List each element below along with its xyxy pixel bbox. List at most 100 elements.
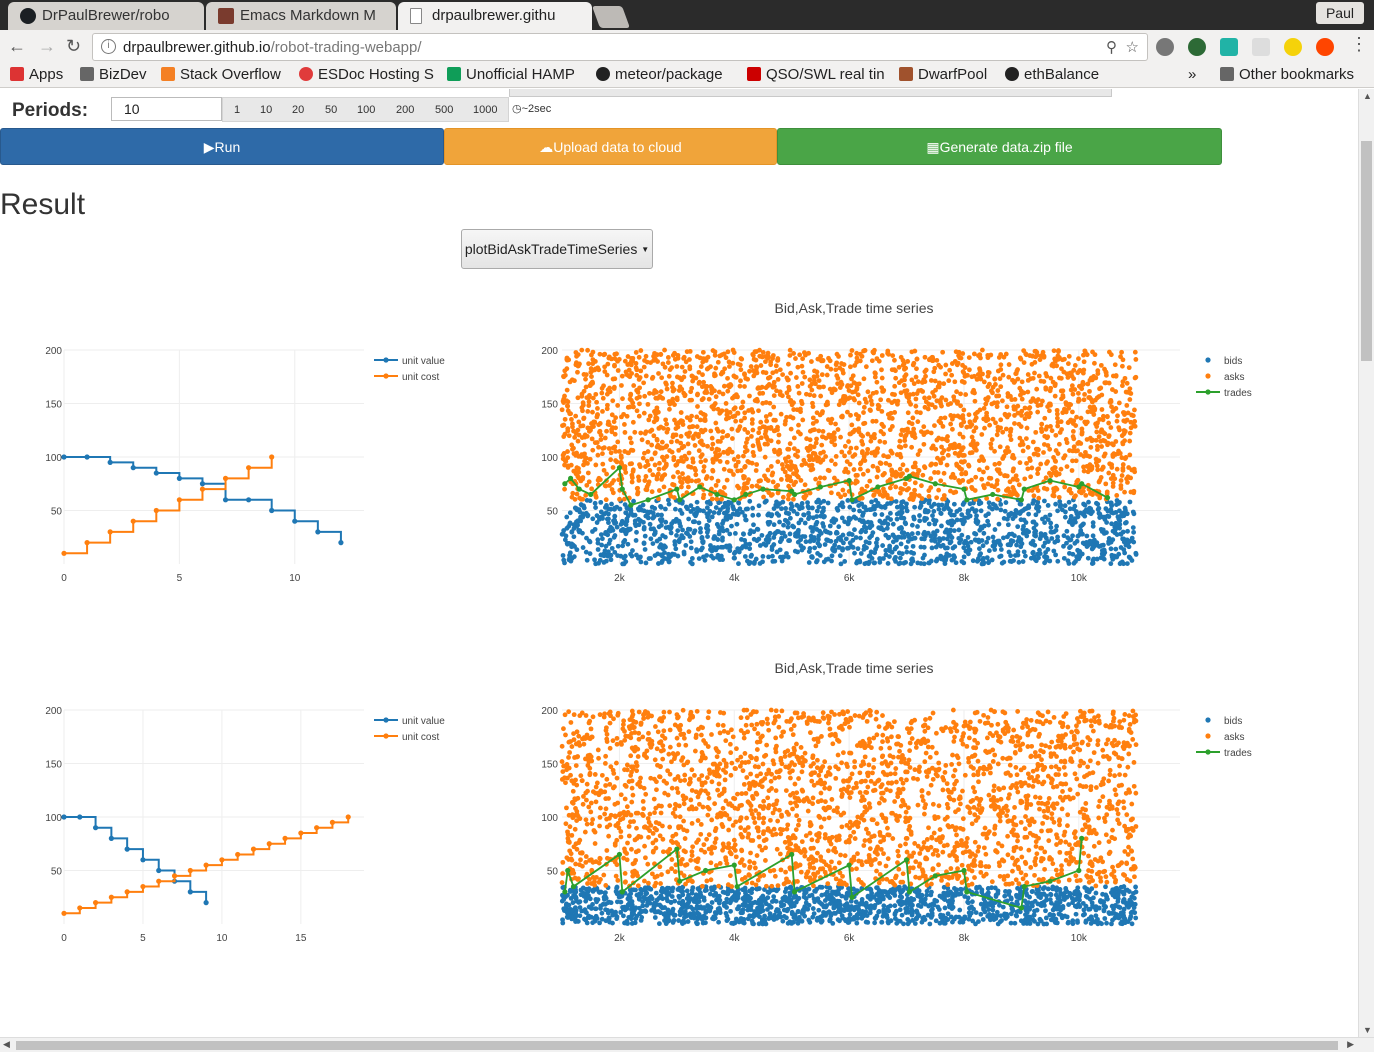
data-point bbox=[269, 507, 275, 514]
data-point bbox=[601, 352, 607, 358]
new-tab-button[interactable] bbox=[591, 6, 631, 28]
data-point bbox=[1120, 441, 1126, 447]
bookmark-stack-overflow[interactable]: Stack Overflow bbox=[161, 66, 289, 83]
reload-icon[interactable]: ↻ bbox=[66, 36, 82, 56]
plot-type-dropdown[interactable]: plotBidAskTradeTimeSeries ▼ bbox=[461, 229, 653, 269]
data-point bbox=[779, 506, 784, 512]
extension-c-icon[interactable] bbox=[1220, 38, 1238, 56]
data-point bbox=[187, 889, 193, 895]
bookmark-star-icon[interactable]: ☆ bbox=[1125, 39, 1139, 56]
data-point bbox=[1007, 558, 1013, 564]
forward-icon[interactable]: → bbox=[38, 36, 56, 56]
tab-github[interactable]: DrPaulBrewer/robo bbox=[8, 2, 204, 30]
data-point bbox=[746, 477, 751, 483]
x-tick-label: 5 bbox=[177, 573, 183, 584]
other-bookmarks[interactable]: Other bookmarks bbox=[1220, 66, 1354, 83]
menu-icon[interactable]: ⋮ bbox=[1350, 34, 1368, 54]
extension-on-icon[interactable] bbox=[1156, 38, 1174, 56]
data-point bbox=[914, 356, 920, 362]
address-bar[interactable]: i drpaulbrewer.github.io/robot-trading-w… bbox=[92, 33, 1148, 61]
legend-item: unit value bbox=[374, 356, 445, 367]
data-point bbox=[731, 497, 737, 503]
data-point bbox=[1020, 526, 1026, 532]
period-slider[interactable]: 1 10 20 50 100 200 500 1000 bbox=[222, 97, 509, 122]
data-point bbox=[726, 468, 732, 474]
bookmark-esdoc[interactable]: ESDoc Hosting S bbox=[299, 66, 435, 83]
info-icon[interactable]: i bbox=[101, 39, 116, 54]
data-point bbox=[649, 489, 655, 495]
run-button[interactable]: ▶Run bbox=[0, 128, 444, 165]
data-point bbox=[807, 545, 813, 551]
data-point bbox=[1040, 398, 1045, 404]
data-point bbox=[783, 506, 789, 511]
extension-grey-icon[interactable] bbox=[1252, 38, 1270, 56]
data-point bbox=[246, 465, 252, 471]
bookmark-qso[interactable]: QSO/SWL real tin bbox=[747, 66, 885, 83]
data-point bbox=[1124, 403, 1130, 408]
extension-reddit-icon[interactable] bbox=[1316, 38, 1334, 56]
profile-button[interactable]: Paul bbox=[1315, 2, 1364, 24]
bookmark-hamp[interactable]: Unofficial HAMP bbox=[447, 66, 583, 83]
data-point bbox=[930, 906, 935, 912]
data-point bbox=[1105, 440, 1111, 446]
zoom-icon[interactable]: ⚲ bbox=[1106, 39, 1117, 56]
data-point bbox=[1094, 463, 1100, 469]
data-point bbox=[199, 486, 206, 492]
data-point bbox=[1086, 499, 1091, 505]
bookmark-apps[interactable]: Apps bbox=[10, 66, 74, 83]
data-point bbox=[1031, 519, 1037, 525]
data-point bbox=[817, 484, 824, 490]
data-point bbox=[978, 524, 984, 530]
data-point bbox=[753, 357, 759, 363]
periods-input[interactable]: 10 bbox=[111, 97, 222, 121]
bookmark-bizdev[interactable]: BizDev bbox=[80, 66, 152, 83]
generate-zip-button[interactable]: ▦Generate data.zip file bbox=[777, 128, 1222, 165]
more-bookmarks-button[interactable]: » bbox=[1188, 66, 1197, 83]
data-point bbox=[936, 506, 942, 512]
data-point bbox=[920, 555, 926, 561]
data-point bbox=[1061, 543, 1066, 549]
data-point bbox=[683, 504, 689, 510]
data-point bbox=[767, 911, 773, 917]
data-point bbox=[841, 362, 847, 367]
data-point bbox=[766, 554, 771, 560]
data-point bbox=[61, 550, 67, 556]
period-option[interactable]: 500 bbox=[435, 104, 454, 116]
period-option[interactable]: 100 bbox=[357, 104, 376, 116]
bookmark-ethbalance[interactable]: ethBalance bbox=[1005, 66, 1109, 83]
data-point bbox=[969, 434, 975, 440]
data-point bbox=[1089, 561, 1095, 566]
back-icon[interactable]: ← bbox=[8, 36, 26, 56]
data-point bbox=[1006, 412, 1012, 418]
data-point bbox=[1018, 497, 1025, 503]
period-option[interactable]: 10 bbox=[260, 104, 273, 116]
period-option[interactable]: 50 bbox=[325, 104, 338, 116]
data-point bbox=[1114, 466, 1120, 472]
bookmark-dwarfpool[interactable]: DwarfPool bbox=[899, 66, 995, 83]
tab-emacs-markdown[interactable]: Emacs Markdown M bbox=[206, 2, 396, 30]
data-point bbox=[1055, 451, 1061, 456]
data-point bbox=[665, 355, 671, 360]
upload-button[interactable]: ☁Upload data to cloud bbox=[444, 128, 777, 165]
data-point bbox=[1028, 540, 1034, 546]
data-point bbox=[1061, 369, 1067, 375]
bookmark-meteor[interactable]: meteor/package bbox=[596, 66, 736, 83]
period-option[interactable]: 20 bbox=[292, 104, 305, 116]
data-point bbox=[1055, 423, 1061, 429]
data-point bbox=[581, 442, 587, 448]
data-point bbox=[1071, 494, 1077, 500]
data-point bbox=[679, 364, 685, 370]
tab-robot-trading-webapp[interactable]: drpaulbrewer.githu bbox=[398, 2, 592, 30]
data-point bbox=[799, 462, 805, 468]
data-point bbox=[852, 527, 857, 533]
data-point bbox=[952, 379, 958, 385]
extension-star-icon[interactable] bbox=[1284, 38, 1302, 56]
period-option[interactable]: 200 bbox=[396, 104, 415, 116]
period-option[interactable]: 1000 bbox=[473, 104, 498, 116]
data-point bbox=[879, 421, 885, 427]
data-point bbox=[710, 441, 716, 447]
data-point bbox=[604, 391, 610, 397]
data-point bbox=[720, 535, 725, 541]
extension-globe-icon[interactable] bbox=[1188, 38, 1206, 56]
period-option[interactable]: 1 bbox=[234, 104, 241, 116]
